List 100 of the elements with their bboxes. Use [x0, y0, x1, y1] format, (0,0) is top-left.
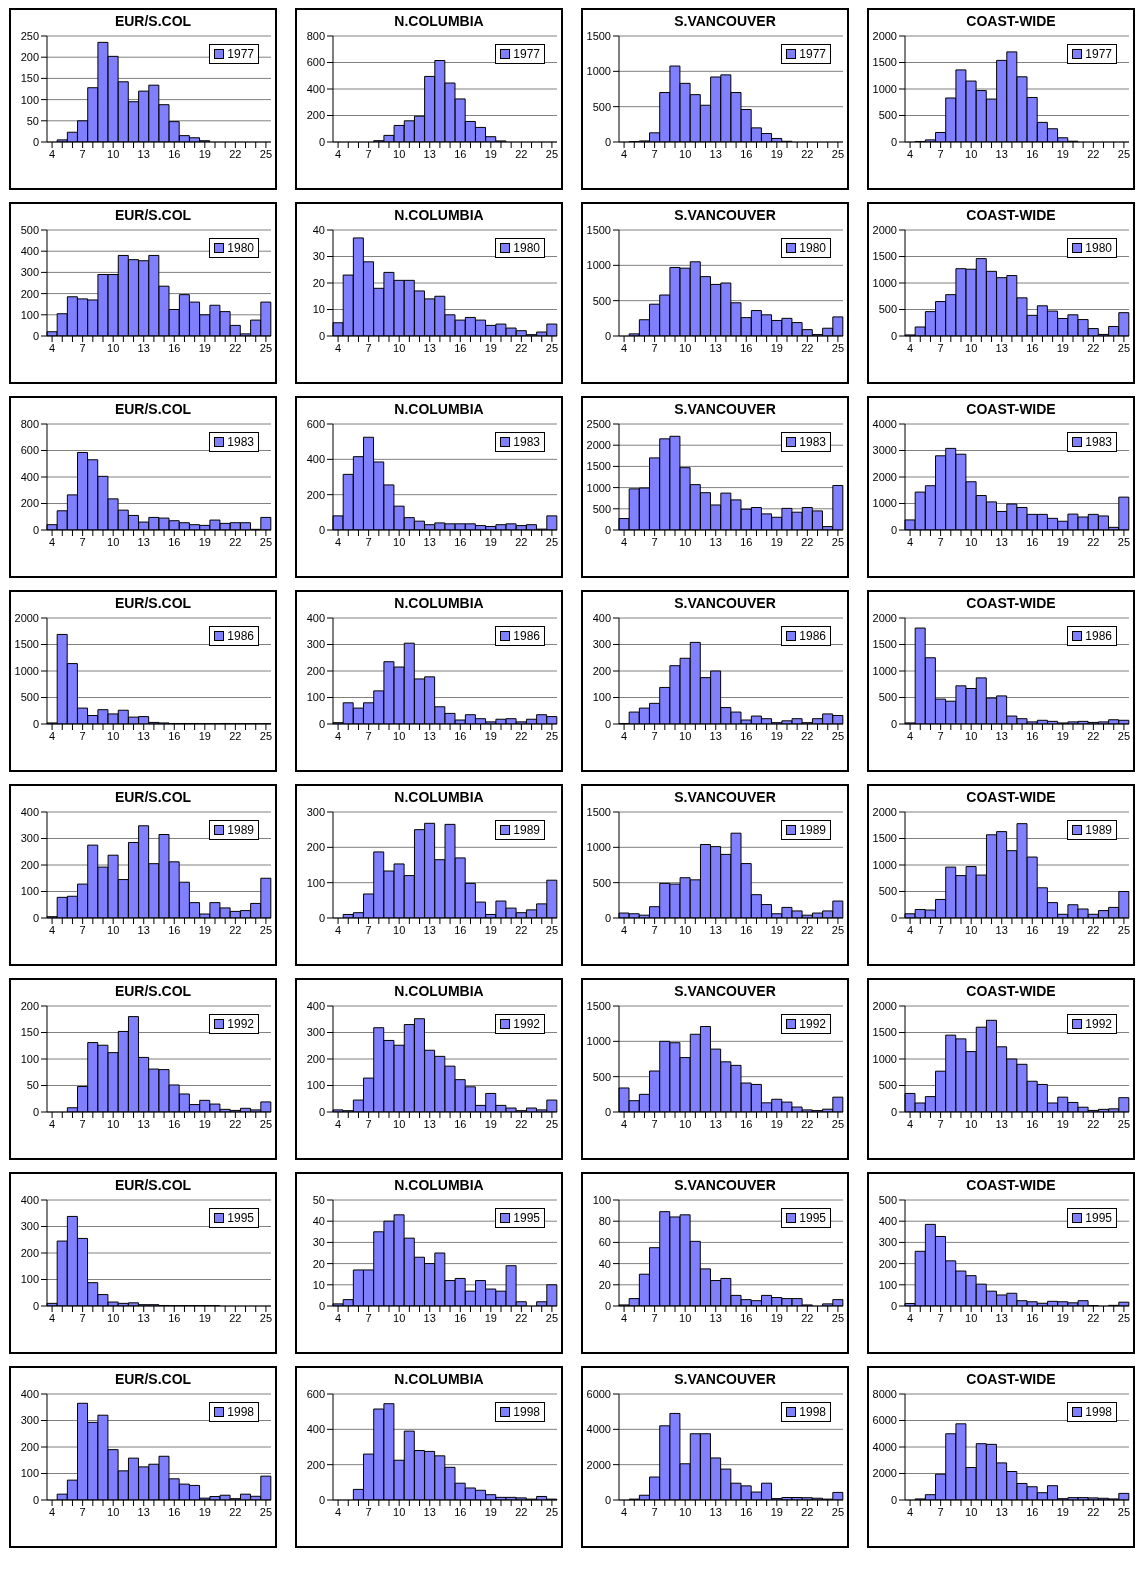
- y-tick-label: 200: [20, 858, 39, 871]
- x-tick-label: 19: [484, 729, 497, 742]
- x-tick-label: 10: [107, 1505, 120, 1518]
- x-tick-label: 13: [423, 1311, 436, 1324]
- x-tick-label: 4: [335, 729, 342, 742]
- x-tick-label: 13: [423, 729, 436, 742]
- x-tick-label: 7: [651, 1117, 658, 1130]
- y-tick-label: 2000: [872, 1467, 897, 1480]
- y-tick-label: 400: [306, 82, 325, 95]
- y-tick-label: 400: [20, 1193, 39, 1206]
- y-tick-label: 400: [20, 245, 39, 258]
- x-tick-label: 13: [137, 1311, 150, 1324]
- y-tick-label: 0: [32, 523, 39, 536]
- y-tick-label: 0: [318, 1493, 325, 1506]
- y-tick-label: 400: [592, 611, 611, 624]
- x-tick-label: 25: [831, 1311, 845, 1324]
- x-tick-label: 19: [198, 1311, 211, 1324]
- y-tick-label: 0: [604, 1493, 611, 1506]
- y-tick-label: 0: [890, 329, 897, 342]
- legend-label: 1995: [227, 1211, 254, 1225]
- y-tick-label: 0: [318, 135, 325, 148]
- x-tick-label: 4: [335, 1505, 342, 1518]
- x-tick-label: 22: [229, 1505, 242, 1518]
- y-tick-label: 0: [890, 135, 897, 148]
- x-tick-label: 7: [937, 1311, 944, 1324]
- x-tick-label: 16: [454, 147, 467, 160]
- x-tick-label: 7: [937, 1505, 944, 1518]
- x-tick-label: 10: [965, 729, 978, 742]
- x-tick-label: 25: [1117, 1311, 1131, 1324]
- y-tick-label: 0: [890, 1493, 897, 1506]
- y-tick-label: 600: [306, 56, 325, 69]
- legend-label: 1986: [227, 629, 254, 643]
- x-tick-label: 16: [740, 147, 753, 160]
- x-tick-label: 19: [198, 535, 211, 548]
- x-tick-label: 4: [621, 341, 628, 354]
- x-tick-label: 13: [995, 923, 1008, 936]
- legend-label: 1977: [799, 47, 826, 61]
- y-tick-label: 1000: [586, 259, 611, 272]
- x-tick-label: 25: [831, 1117, 845, 1130]
- x-tick-label: 10: [393, 1117, 406, 1130]
- y-tick-label: 0: [32, 135, 39, 148]
- x-tick-label: 4: [49, 1311, 56, 1324]
- x-tick-label: 10: [679, 1505, 692, 1518]
- x-tick-label: 16: [168, 341, 181, 354]
- x-tick-label: 19: [770, 1505, 783, 1518]
- x-tick-label: 13: [423, 147, 436, 160]
- chart-title: COAST-WIDE: [965, 207, 1057, 224]
- x-tick-label: 10: [965, 341, 978, 354]
- legend-label: 1992: [513, 1017, 540, 1031]
- y-tick-label: 200: [592, 664, 611, 677]
- y-tick-label: 2000: [872, 223, 897, 236]
- x-tick-label: 7: [937, 1117, 944, 1130]
- x-tick-label: 19: [1056, 1505, 1069, 1518]
- x-tick-label: 13: [137, 1117, 150, 1130]
- x-tick-label: 19: [770, 1311, 783, 1324]
- y-tick-label: 10: [312, 303, 325, 316]
- y-tick-label: 0: [318, 717, 325, 730]
- y-tick-label: 600: [306, 1387, 325, 1400]
- x-tick-label: 4: [621, 923, 628, 936]
- x-tick-label: 22: [515, 729, 528, 742]
- x-tick-label: 16: [1026, 1117, 1039, 1130]
- legend-label: 1989: [227, 823, 254, 837]
- y-tick-label: 200: [306, 841, 325, 854]
- x-tick-label: 25: [1117, 1117, 1131, 1130]
- y-tick-label: 0: [604, 717, 611, 730]
- chart-title: S.VANCOUVER: [673, 207, 777, 224]
- legend-label: 1995: [1085, 1211, 1112, 1225]
- y-tick-label: 0: [318, 329, 325, 342]
- chart-title: N.COLUMBIA: [393, 983, 485, 1000]
- x-tick-label: 19: [198, 1117, 211, 1130]
- x-tick-label: 22: [1087, 535, 1100, 548]
- x-tick-label: 16: [454, 1311, 467, 1324]
- x-tick-label: 25: [259, 1505, 273, 1518]
- x-tick-label: 19: [198, 923, 211, 936]
- y-tick-label: 250: [20, 29, 39, 42]
- x-tick-label: 25: [259, 923, 273, 936]
- y-tick-label: 0: [890, 1299, 897, 1312]
- x-tick-label: 19: [198, 147, 211, 160]
- y-tick-label: 2000: [872, 611, 897, 624]
- x-tick-label: 7: [651, 535, 658, 548]
- y-tick-label: 200: [306, 488, 325, 501]
- y-tick-label: 800: [20, 417, 39, 430]
- x-tick-label: 4: [907, 1311, 914, 1324]
- y-tick-label: 100: [878, 1278, 897, 1291]
- y-tick-label: 200: [20, 999, 39, 1012]
- x-tick-label: 7: [937, 729, 944, 742]
- x-tick-label: 13: [137, 923, 150, 936]
- x-tick-label: 4: [907, 341, 914, 354]
- x-tick-label: 25: [831, 1505, 845, 1518]
- x-tick-label: 10: [965, 147, 978, 160]
- x-tick-label: 10: [393, 535, 406, 548]
- x-tick-label: 22: [1087, 341, 1100, 354]
- y-tick-label: 50: [26, 114, 39, 127]
- y-tick-label: 500: [878, 1193, 897, 1206]
- y-tick-label: 100: [20, 93, 39, 106]
- x-tick-label: 4: [335, 535, 342, 548]
- legend-label: 1986: [1085, 629, 1112, 643]
- x-tick-label: 4: [49, 535, 56, 548]
- x-tick-label: 22: [515, 535, 528, 548]
- x-tick-label: 7: [365, 1311, 372, 1324]
